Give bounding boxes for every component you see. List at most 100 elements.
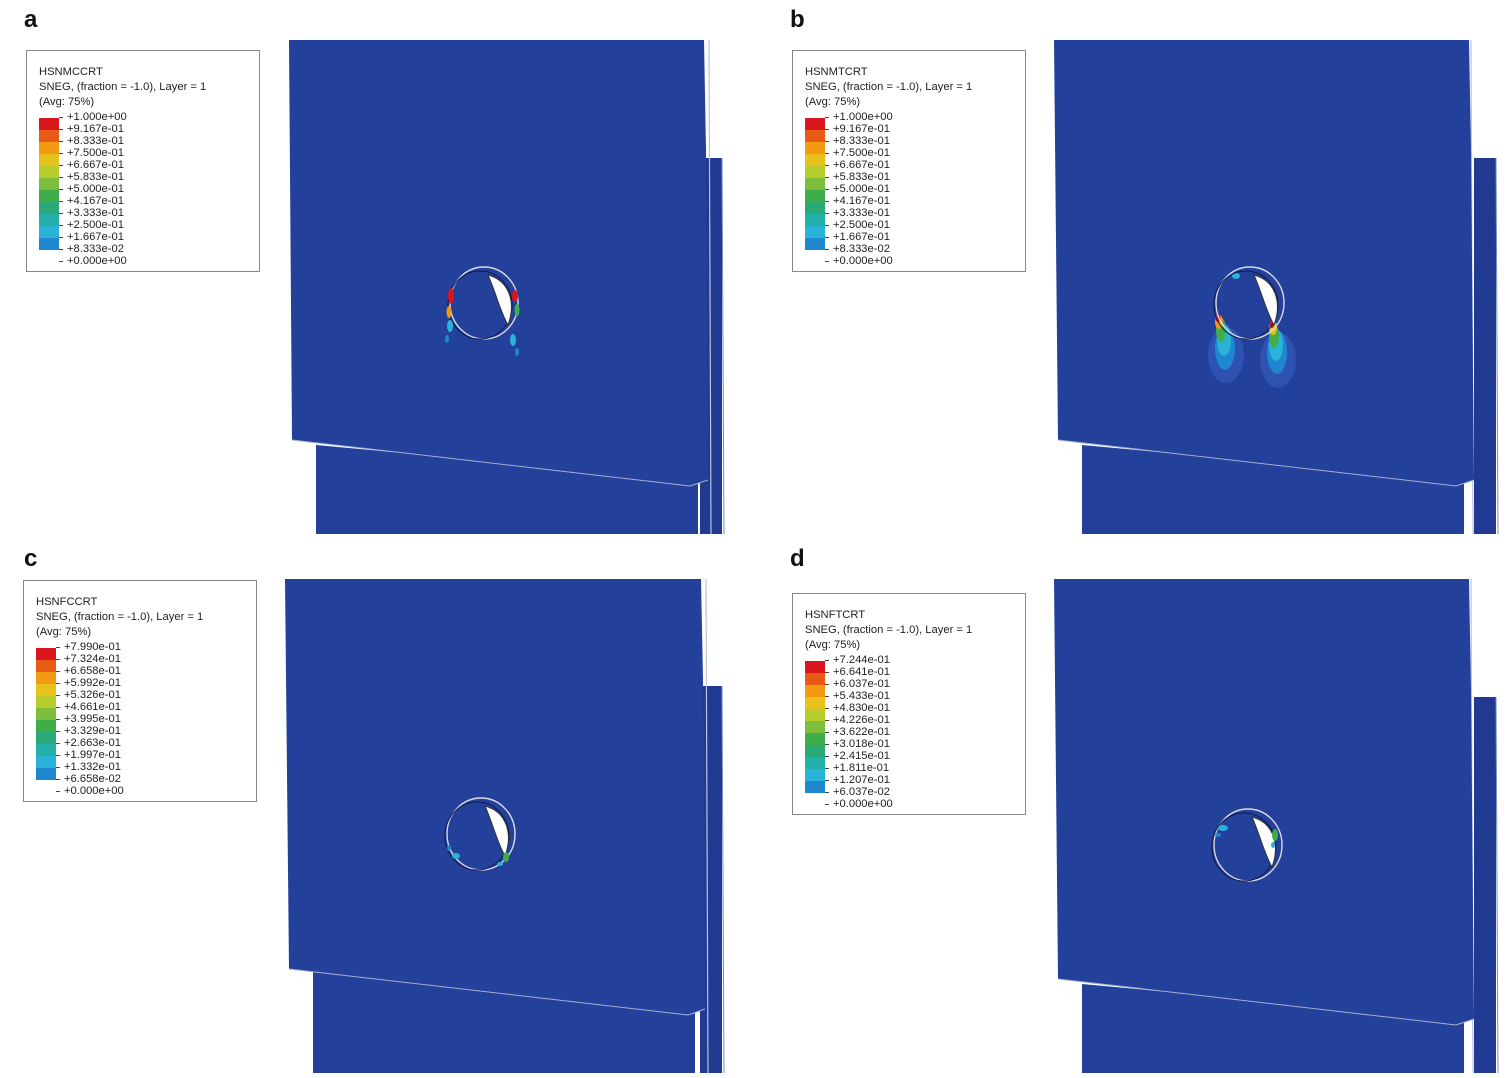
legend-value: +2.500e-01 [67, 219, 124, 231]
legend-value: +3.329e-01 [64, 725, 121, 737]
legend-value: +6.658e-01 [64, 665, 121, 677]
legend-value: +8.333e-02 [833, 243, 890, 255]
legend-value: +8.333e-02 [67, 243, 124, 255]
bolt-hole [447, 266, 519, 340]
legend-value: +7.990e-01 [64, 641, 121, 653]
legend-value: +7.500e-01 [67, 147, 124, 159]
fe-model [1054, 578, 1499, 1074]
damage-contour [1215, 825, 1278, 848]
legend-value: +0.000e+00 [833, 255, 893, 267]
upper-plate [289, 40, 708, 486]
panel-label: c [24, 545, 38, 572]
legend-value: +4.226e-01 [833, 714, 890, 726]
legend-value: +5.833e-01 [67, 171, 124, 183]
lower-plate [316, 445, 698, 534]
legend-value: +3.333e-01 [67, 207, 124, 219]
fe-model [289, 39, 725, 535]
panel-label: a [24, 6, 38, 33]
fe-model [1054, 39, 1499, 535]
legend-value: +4.830e-01 [833, 702, 890, 714]
side-plate [700, 686, 722, 1073]
panel-b: b HSNMTCRT SNEG, [766, 0, 1507, 539]
legend-value: +2.500e-01 [833, 219, 890, 231]
legend-value: +9.167e-01 [67, 123, 124, 135]
legend-value: +6.037e-01 [833, 678, 890, 690]
legend-value: +1.667e-01 [833, 231, 890, 243]
damage-contour [445, 288, 520, 356]
legend-value: +2.663e-01 [64, 737, 121, 749]
legend-averaging: (Avg: 75%) [805, 639, 861, 651]
legend-value: +5.000e-01 [833, 183, 890, 195]
panel-label: b [790, 6, 805, 33]
legend-value: +5.833e-01 [833, 171, 890, 183]
legend-value: +3.333e-01 [833, 207, 890, 219]
legend-value: +1.997e-01 [64, 749, 121, 761]
legend-value: +6.658e-02 [64, 773, 121, 785]
legend-value: +7.500e-01 [833, 147, 890, 159]
legend-value: +3.995e-01 [64, 713, 121, 725]
legend-value: +8.333e-01 [67, 135, 124, 147]
legend-value: +2.415e-01 [833, 750, 890, 762]
legend-output: SNEG, (fraction = -1.0), Layer = 1 [36, 611, 204, 623]
legend-value: +4.167e-01 [833, 195, 890, 207]
legend-value: +5.992e-01 [64, 677, 121, 689]
panel-a: a HSNMCCRT SNEG, (fraction = -1.0), Laye… [0, 0, 753, 539]
legend-value: +9.167e-01 [833, 123, 890, 135]
legend-scale: +7.990e-01 +7.324e-01 +6.658e-01 +5.992e… [36, 641, 256, 798]
side-plate [1474, 697, 1496, 1073]
legend-value: +5.326e-01 [64, 689, 121, 701]
legend-value: +0.000e+00 [67, 255, 127, 267]
legend-variable: HSNMTCRT [805, 66, 868, 78]
legend-output: SNEG, (fraction = -1.0), Layer = 1 [39, 81, 207, 93]
panel-label: d [790, 545, 805, 572]
legend-averaging: (Avg: 75%) [39, 96, 95, 108]
contour-legend: HSNMTCRT SNEG, (fraction = -1.0), Layer … [792, 50, 1026, 272]
legend-value: +0.000e+00 [64, 785, 124, 797]
side-plate [1474, 158, 1496, 534]
bolt-hole [1211, 808, 1283, 882]
legend-scale: +1.000e+00 +9.167e-01 +8.333e-01 +7.500e… [805, 111, 1025, 268]
contour-legend: HSNFCCRT SNEG, (fraction = -1.0), Layer … [23, 580, 257, 802]
upper-plate [285, 579, 705, 1015]
legend-value: +1.667e-01 [67, 231, 124, 243]
legend-value: +4.167e-01 [67, 195, 124, 207]
legend-averaging: (Avg: 75%) [805, 96, 861, 108]
legend-averaging: (Avg: 75%) [36, 626, 92, 638]
legend-output: SNEG, (fraction = -1.0), Layer = 1 [805, 81, 973, 93]
legend-scale: +7.244e-01 +6.641e-01 +6.037e-01 +5.433e… [805, 654, 1025, 811]
contour-legend: HSNFTCRT SNEG, (fraction = -1.0), Layer … [792, 593, 1026, 815]
legend-value: +1.811e-01 [833, 762, 890, 774]
legend-value: +1.000e+00 [67, 111, 127, 123]
lower-plate [313, 972, 695, 1073]
lower-plate [1082, 445, 1464, 534]
fe-model [285, 578, 725, 1074]
legend-value: +3.622e-01 [833, 726, 890, 738]
legend-variable: HSNMCCRT [39, 66, 103, 78]
legend-value: +7.324e-01 [64, 653, 121, 665]
contour-legend: HSNMCCRT SNEG, (fraction = -1.0), Layer … [26, 50, 260, 272]
bolt-hole [1213, 266, 1285, 340]
legend-value: +6.641e-01 [833, 666, 890, 678]
legend-scale: +1.000e+00 +9.167e-01 +8.333e-01 +7.500e… [39, 111, 259, 268]
legend-value: +6.667e-01 [833, 159, 890, 171]
legend-value: +0.000e+00 [833, 798, 893, 810]
legend-value: +5.433e-01 [833, 690, 890, 702]
legend-value: +5.000e-01 [67, 183, 124, 195]
legend-value: +7.244e-01 [833, 654, 890, 666]
panel-c: c HSNFCCRT SNEG, (fraction = -1.0), Laye… [0, 539, 753, 1078]
legend-value: +1.207e-01 [833, 774, 890, 786]
legend-output: SNEG, (fraction = -1.0), Layer = 1 [805, 624, 973, 636]
legend-value: +1.332e-01 [64, 761, 121, 773]
legend-value: +1.000e+00 [833, 111, 893, 123]
bolt-hole [444, 797, 516, 871]
legend-value: +4.661e-01 [64, 701, 121, 713]
damage-contour [1208, 273, 1296, 388]
legend-variable: HSNFCCRT [36, 596, 98, 608]
upper-plate [1054, 579, 1474, 1025]
legend-value: +6.667e-01 [67, 159, 124, 171]
legend-value: +6.037e-02 [833, 786, 890, 798]
panel-d: d HSNFTCRT SNEG, (fraction = -1.0), Laye… [766, 539, 1507, 1078]
legend-value: +3.018e-01 [833, 738, 890, 750]
upper-plate [1054, 40, 1474, 486]
legend-variable: HSNFTCRT [805, 609, 866, 621]
